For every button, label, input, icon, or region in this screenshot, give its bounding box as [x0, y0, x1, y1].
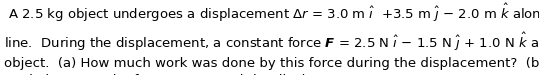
- Text: A 2.5 kg object undergoes a displacement $\Delta r$ = 3.0 m $\hat{\imath}$  +3.5: A 2.5 kg object undergoes a displacement…: [4, 2, 539, 75]
